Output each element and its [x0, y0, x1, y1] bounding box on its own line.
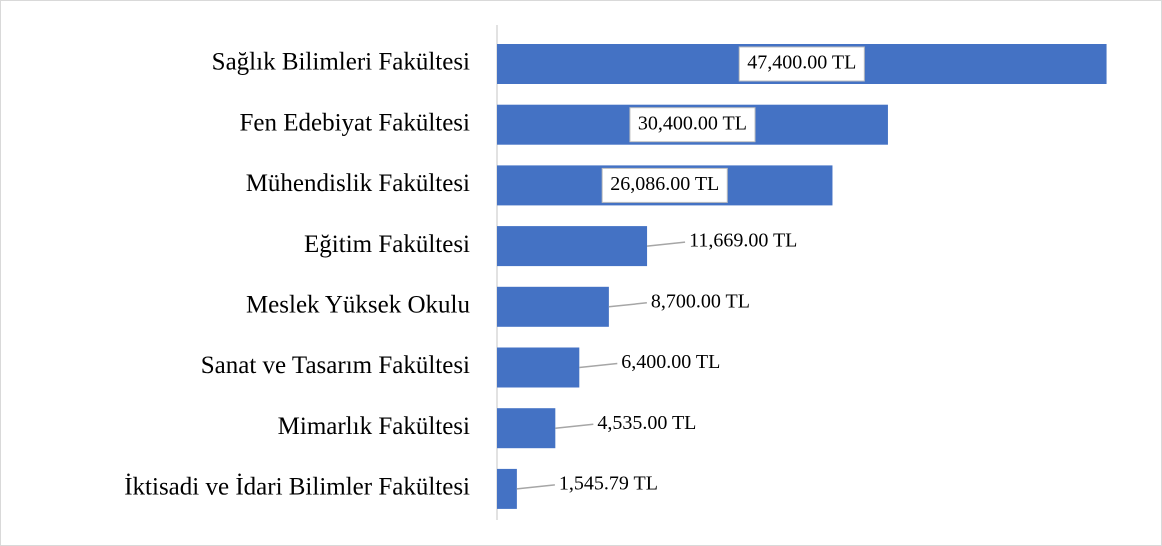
bar	[497, 468, 517, 509]
value-label: 4,535.00 TL	[597, 412, 696, 434]
value-label: 6,400.00 TL	[621, 351, 720, 373]
bar	[497, 226, 648, 267]
bar	[497, 408, 556, 449]
bar	[497, 286, 609, 327]
category-label: Mimarlık Fakültesi	[278, 413, 470, 440]
leader-line	[608, 302, 647, 308]
leader-line	[646, 241, 686, 247]
value-label: 26,086.00 TL	[610, 173, 719, 195]
category-label: Sanat ve Tasarım Fakültesi	[201, 352, 470, 379]
value-label: 47,400.00 TL	[747, 52, 856, 74]
value-label-box	[601, 167, 728, 203]
leader-line	[516, 484, 555, 490]
value-label: 30,400.00 TL	[638, 112, 747, 134]
value-label: 11,669.00 TL	[689, 230, 797, 252]
value-label-box	[738, 46, 865, 82]
category-label: Fen Edebiyat Fakültesi	[239, 109, 470, 136]
leader-line	[579, 362, 618, 369]
bar	[497, 347, 580, 388]
category-label: Mühendislik Fakültesi	[246, 170, 470, 197]
value-label-box	[629, 107, 756, 143]
category-label: Meslek Yüksek Okulu	[246, 292, 471, 319]
category-label: Eğitim Fakültesi	[304, 231, 470, 258]
value-label: 8,700.00 TL	[651, 290, 750, 312]
value-label: 1,545.79 TL	[559, 472, 658, 494]
leader-line	[555, 423, 594, 429]
category-label: İktisadi ve İdari Bilimler Fakültesi	[124, 474, 470, 501]
category-label: Sağlık Bilimleri Fakültesi	[212, 49, 470, 76]
